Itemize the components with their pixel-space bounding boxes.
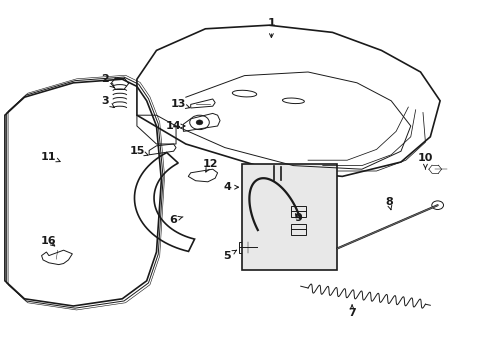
- Text: 1: 1: [267, 18, 275, 37]
- Bar: [290, 224, 305, 235]
- Text: 6: 6: [169, 215, 183, 225]
- Bar: [290, 206, 305, 217]
- Circle shape: [196, 120, 203, 125]
- Text: 3: 3: [101, 96, 114, 108]
- Text: 7: 7: [347, 305, 355, 318]
- Text: 14: 14: [165, 121, 184, 131]
- Text: 8: 8: [384, 197, 392, 210]
- Text: 5: 5: [223, 250, 236, 261]
- Text: 15: 15: [129, 146, 148, 156]
- Text: 2: 2: [101, 74, 114, 87]
- Text: 11: 11: [41, 152, 60, 162]
- Text: 13: 13: [170, 99, 189, 109]
- Text: 10: 10: [417, 153, 432, 169]
- Text: 16: 16: [41, 236, 57, 246]
- Text: 4: 4: [223, 182, 238, 192]
- Text: 9: 9: [294, 213, 302, 223]
- Text: 12: 12: [202, 159, 218, 172]
- Bar: [242, 164, 337, 270]
- Bar: [238, 242, 257, 253]
